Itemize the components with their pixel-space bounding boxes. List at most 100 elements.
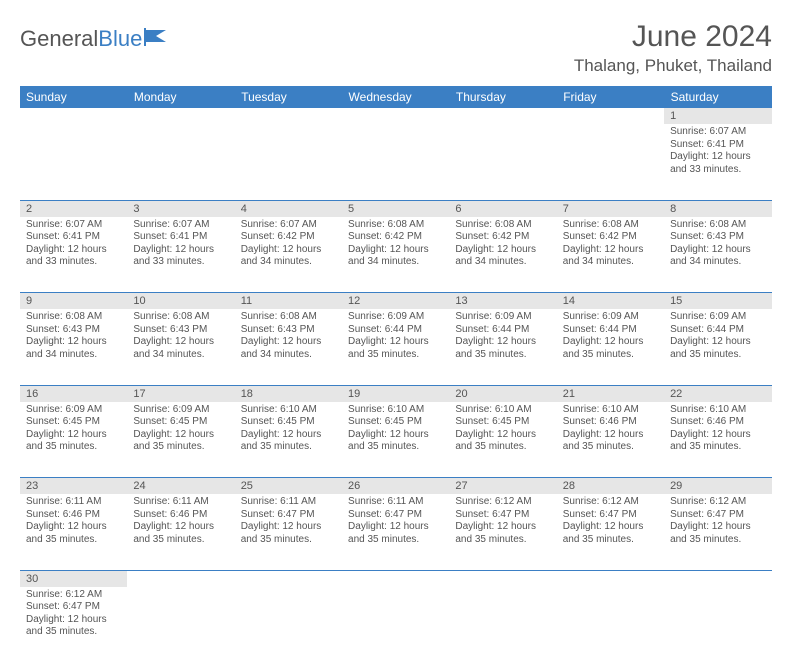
daylight-text: Daylight: 12 hours and 34 minutes. [348,244,443,269]
day-cell: Sunrise: 6:11 AMSunset: 6:46 PMDaylight:… [127,494,234,570]
day-number-cell: 24 [127,478,234,495]
week-row: Sunrise: 6:12 AMSunset: 6:47 PMDaylight:… [20,587,772,663]
sunrise-text: Sunrise: 6:08 AM [26,311,121,324]
daylight-text: Daylight: 12 hours and 34 minutes. [241,244,336,269]
week-row: Sunrise: 6:11 AMSunset: 6:46 PMDaylight:… [20,494,772,570]
daynum-row: 23242526272829 [20,478,772,495]
sunrise-text: Sunrise: 6:12 AM [455,496,550,509]
day-number-cell [449,108,556,124]
daylight-text: Daylight: 12 hours and 34 minutes. [563,244,658,269]
day-cell: Sunrise: 6:09 AMSunset: 6:45 PMDaylight:… [20,402,127,478]
weekday-header: Tuesday [235,86,342,108]
sunrise-text: Sunrise: 6:09 AM [455,311,550,324]
day-cell [127,124,234,200]
sunset-text: Sunset: 6:47 PM [348,509,443,522]
daylight-text: Daylight: 12 hours and 35 minutes. [563,336,658,361]
daylight-text: Daylight: 12 hours and 35 minutes. [241,429,336,454]
day-number-cell [664,570,771,587]
sunrise-text: Sunrise: 6:07 AM [241,219,336,232]
day-cell: Sunrise: 6:09 AMSunset: 6:44 PMDaylight:… [664,309,771,385]
sunrise-text: Sunrise: 6:08 AM [670,219,765,232]
sunrise-text: Sunrise: 6:08 AM [455,219,550,232]
day-number-cell [342,570,449,587]
day-number-cell [127,570,234,587]
flag-icon [144,26,170,52]
day-number-cell: 22 [664,385,771,402]
sunrise-text: Sunrise: 6:07 AM [670,126,765,139]
sunset-text: Sunset: 6:47 PM [241,509,336,522]
daylight-text: Daylight: 12 hours and 35 minutes. [348,336,443,361]
weekday-header: Friday [557,86,664,108]
day-cell: Sunrise: 6:09 AMSunset: 6:45 PMDaylight:… [127,402,234,478]
daylight-text: Daylight: 12 hours and 33 minutes. [670,151,765,176]
day-number-cell: 10 [127,293,234,310]
day-cell: Sunrise: 6:12 AMSunset: 6:47 PMDaylight:… [20,587,127,663]
week-row: Sunrise: 6:09 AMSunset: 6:45 PMDaylight:… [20,402,772,478]
weekday-header: Monday [127,86,234,108]
day-cell: Sunrise: 6:08 AMSunset: 6:42 PMDaylight:… [557,217,664,293]
sunrise-text: Sunrise: 6:11 AM [26,496,121,509]
daylight-text: Daylight: 12 hours and 35 minutes. [26,614,121,639]
sunset-text: Sunset: 6:44 PM [348,324,443,337]
daylight-text: Daylight: 12 hours and 35 minutes. [563,521,658,546]
day-cell: Sunrise: 6:10 AMSunset: 6:46 PMDaylight:… [664,402,771,478]
daylight-text: Daylight: 12 hours and 35 minutes. [563,429,658,454]
sunset-text: Sunset: 6:42 PM [455,231,550,244]
day-cell [557,587,664,663]
daylight-text: Daylight: 12 hours and 34 minutes. [455,244,550,269]
daylight-text: Daylight: 12 hours and 34 minutes. [241,336,336,361]
sunrise-text: Sunrise: 6:12 AM [26,589,121,602]
header: GeneralBlue June 2024 Thalang, Phuket, T… [20,20,772,76]
sunset-text: Sunset: 6:42 PM [348,231,443,244]
sunrise-text: Sunrise: 6:09 AM [670,311,765,324]
sunrise-text: Sunrise: 6:09 AM [348,311,443,324]
weekday-header: Sunday [20,86,127,108]
daylight-text: Daylight: 12 hours and 35 minutes. [670,336,765,361]
day-number-cell: 26 [342,478,449,495]
daylight-text: Daylight: 12 hours and 34 minutes. [26,336,121,361]
sunset-text: Sunset: 6:43 PM [26,324,121,337]
location: Thalang, Phuket, Thailand [574,56,772,76]
day-number-cell [557,570,664,587]
title-block: June 2024 Thalang, Phuket, Thailand [574,20,772,76]
logo: GeneralBlue [20,26,170,52]
sunset-text: Sunset: 6:45 PM [348,416,443,429]
daylight-text: Daylight: 12 hours and 35 minutes. [348,521,443,546]
sunset-text: Sunset: 6:46 PM [26,509,121,522]
daylight-text: Daylight: 12 hours and 35 minutes. [26,521,121,546]
sunset-text: Sunset: 6:44 PM [670,324,765,337]
sunrise-text: Sunrise: 6:08 AM [241,311,336,324]
day-cell: Sunrise: 6:09 AMSunset: 6:44 PMDaylight:… [449,309,556,385]
day-cell: Sunrise: 6:08 AMSunset: 6:42 PMDaylight:… [449,217,556,293]
day-cell [127,587,234,663]
sunrise-text: Sunrise: 6:07 AM [26,219,121,232]
day-number-cell [449,570,556,587]
day-cell: Sunrise: 6:10 AMSunset: 6:46 PMDaylight:… [557,402,664,478]
daylight-text: Daylight: 12 hours and 35 minutes. [455,336,550,361]
logo-text-blue: Blue [98,26,142,52]
sunset-text: Sunset: 6:44 PM [563,324,658,337]
day-cell: Sunrise: 6:12 AMSunset: 6:47 PMDaylight:… [557,494,664,570]
day-cell: Sunrise: 6:08 AMSunset: 6:43 PMDaylight:… [235,309,342,385]
day-cell: Sunrise: 6:12 AMSunset: 6:47 PMDaylight:… [664,494,771,570]
day-number-cell: 7 [557,200,664,217]
day-cell [557,124,664,200]
day-number-cell [20,108,127,124]
day-cell: Sunrise: 6:07 AMSunset: 6:41 PMDaylight:… [664,124,771,200]
sunset-text: Sunset: 6:47 PM [670,509,765,522]
day-number-cell: 25 [235,478,342,495]
day-cell: Sunrise: 6:07 AMSunset: 6:41 PMDaylight:… [127,217,234,293]
day-number-cell: 8 [664,200,771,217]
day-number-cell: 3 [127,200,234,217]
sunrise-text: Sunrise: 6:08 AM [133,311,228,324]
day-cell: Sunrise: 6:09 AMSunset: 6:44 PMDaylight:… [557,309,664,385]
sunset-text: Sunset: 6:47 PM [455,509,550,522]
calendar-page: GeneralBlue June 2024 Thalang, Phuket, T… [0,0,792,663]
sunset-text: Sunset: 6:45 PM [241,416,336,429]
day-number-cell: 15 [664,293,771,310]
daynum-row: 9101112131415 [20,293,772,310]
day-cell: Sunrise: 6:10 AMSunset: 6:45 PMDaylight:… [449,402,556,478]
sunset-text: Sunset: 6:45 PM [133,416,228,429]
day-cell: Sunrise: 6:07 AMSunset: 6:41 PMDaylight:… [20,217,127,293]
week-row: Sunrise: 6:08 AMSunset: 6:43 PMDaylight:… [20,309,772,385]
